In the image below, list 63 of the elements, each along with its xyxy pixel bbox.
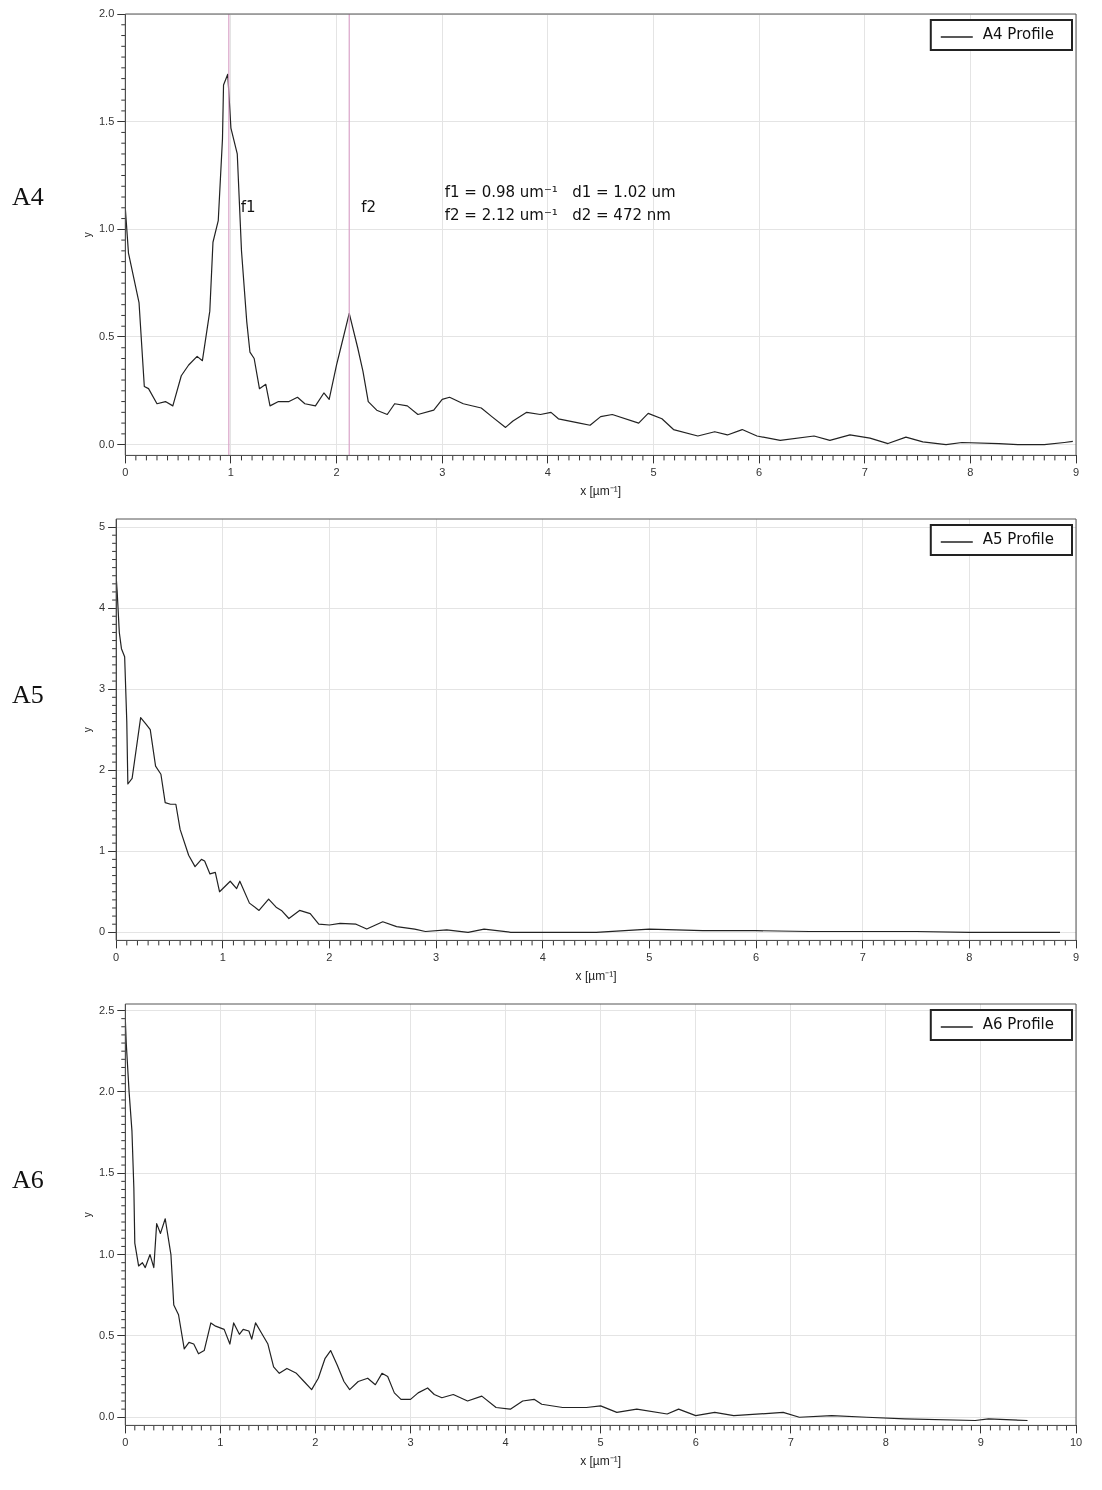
ref-line-label: f1	[240, 198, 256, 217]
x-tick-label: 1	[217, 1436, 224, 1449]
x-tick-label: 7	[859, 951, 866, 964]
legend-label: A6 Profile	[982, 1014, 1055, 1033]
x-tick-label: 4	[539, 951, 546, 964]
x-tick-label: 0	[122, 466, 129, 479]
x-tick-label: 2	[333, 466, 340, 479]
y-axis-title: y	[81, 727, 93, 733]
y-tick-label: 2.5	[98, 1003, 115, 1016]
y-tick-label: 0.5	[98, 1328, 115, 1341]
x-tick-label: 9	[1072, 951, 1080, 964]
annotation: f2 = 2.12 um⁻¹ d2 = 472 nm	[444, 205, 671, 224]
y-tick-label: 1.0	[98, 222, 115, 235]
x-tick-label: 8	[966, 951, 973, 964]
y-tick-label: 1	[98, 844, 106, 857]
y-tick-label: 2.0	[98, 7, 115, 20]
text: A5	[12, 679, 44, 710]
y-tick-label: 0.0	[98, 1410, 115, 1423]
x-tick-label: 3	[433, 951, 440, 964]
y-tick-label: 0.5	[98, 330, 115, 343]
x-tick-label: 5	[650, 466, 657, 479]
x-tick-label: 8	[967, 466, 974, 479]
x-tick-label: 6	[752, 951, 760, 964]
x-tick-label: 4	[544, 466, 551, 479]
y-tick-label: 3	[98, 682, 106, 695]
annotation: f1 = 0.98 um⁻¹ d1 = 1.02 um	[444, 182, 676, 201]
x-tick-label: 5	[597, 1436, 604, 1449]
x-tick-label: 2	[326, 951, 333, 964]
x-tick-label: 8	[882, 1436, 889, 1449]
x-tick-label: 9	[1072, 466, 1080, 479]
legend-label: A5 Profile	[982, 529, 1055, 548]
ref-line-label: f2	[361, 198, 377, 217]
text: A6	[12, 1164, 44, 1195]
y-tick-label: 1.5	[98, 114, 115, 127]
x-tick-label: 3	[407, 1436, 414, 1449]
y-tick-label: 5	[98, 520, 106, 533]
x-tick-label: 7	[861, 466, 868, 479]
x-axis-title: x [µm⁻¹]	[575, 969, 617, 984]
x-tick-label: 9	[977, 1436, 984, 1449]
x-axis-title: x [µm⁻¹]	[580, 484, 622, 499]
legend-label: A4 Profile	[982, 24, 1055, 43]
x-tick-label: 0	[122, 1436, 129, 1449]
y-tick-label: 0.0	[98, 437, 115, 450]
y-tick-label: 2.0	[98, 1084, 115, 1097]
x-tick-label: 1	[219, 951, 226, 964]
x-tick-label: 2	[312, 1436, 319, 1449]
y-axis-title: y	[81, 1212, 93, 1218]
x-axis-title: x [µm⁻¹]	[580, 1454, 622, 1469]
x-tick-label: 7	[787, 1436, 794, 1449]
x-tick-label: 4	[502, 1436, 509, 1449]
x-tick-label: 10	[1069, 1436, 1083, 1449]
y-tick-label: 2	[98, 763, 106, 776]
x-tick-label: 5	[646, 951, 653, 964]
x-tick-label: 1	[227, 466, 234, 479]
y-tick-label: 1.5	[98, 1166, 115, 1179]
x-tick-label: 6	[756, 466, 763, 479]
text: A4	[12, 181, 44, 212]
y-axis-title: y	[81, 232, 93, 238]
x-tick-label: 3	[439, 466, 446, 479]
y-tick-label: 4	[98, 601, 106, 614]
y-tick-label: 0	[98, 925, 106, 938]
y-tick-label: 1.0	[98, 1247, 115, 1260]
x-tick-label: 6	[692, 1436, 699, 1449]
